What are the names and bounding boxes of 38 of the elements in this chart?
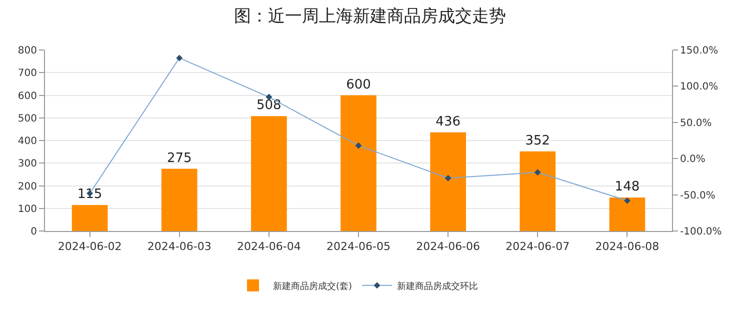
y2-tick-label: 0.0% (680, 154, 706, 166)
x-tick-label: 2024-06-05 (326, 240, 390, 254)
legend-label: 新建商品房成交(套) (273, 280, 352, 292)
data-label: 275 (166, 150, 192, 166)
chart-title: 图：近一周上海新建商品房成交走势 (234, 6, 506, 26)
y2-tick-label: 50.0% (680, 118, 712, 129)
bar (72, 204, 108, 231)
y-tick-label: 200 (18, 181, 37, 192)
x-tick-label: 2024-06-02 (58, 240, 122, 254)
bar (340, 95, 376, 231)
y-tick-label: 500 (18, 113, 37, 124)
bar (520, 151, 556, 231)
y-tick-label: 300 (18, 158, 37, 170)
data-label: 508 (256, 98, 282, 114)
y2-tick-label: -50.0% (680, 190, 716, 202)
y-tick-label: 700 (18, 68, 37, 80)
bar (251, 116, 287, 231)
data-label: 352 (525, 133, 550, 148)
bar (430, 132, 466, 231)
x-tick-label: 2024-06-03 (147, 240, 212, 254)
y2-tick-label: -100.0% (680, 226, 722, 238)
y-tick-label: 800 (18, 46, 37, 56)
x-tick-label: 2024-06-04 (236, 240, 301, 254)
data-label: 436 (436, 114, 460, 130)
bar (609, 198, 646, 231)
y-tick-label: 0 (30, 226, 37, 238)
y2-tick-label: 150.0% (680, 46, 718, 56)
data-label: 600 (346, 77, 371, 92)
y-tick-label: 400 (18, 136, 37, 147)
legend-label: 新建商品房成交环比 (397, 280, 478, 292)
x-tick-label: 2024-06-08 (595, 240, 660, 254)
x-tick-label: 2024-06-07 (506, 240, 570, 254)
bar (161, 168, 198, 231)
data-label: 148 (614, 180, 640, 195)
y-tick-label: 100 (18, 204, 37, 215)
y-tick-label: 600 (18, 90, 37, 102)
x-tick-label: 2024-06-06 (416, 240, 480, 254)
y2-tick-label: 100.0% (680, 82, 718, 93)
